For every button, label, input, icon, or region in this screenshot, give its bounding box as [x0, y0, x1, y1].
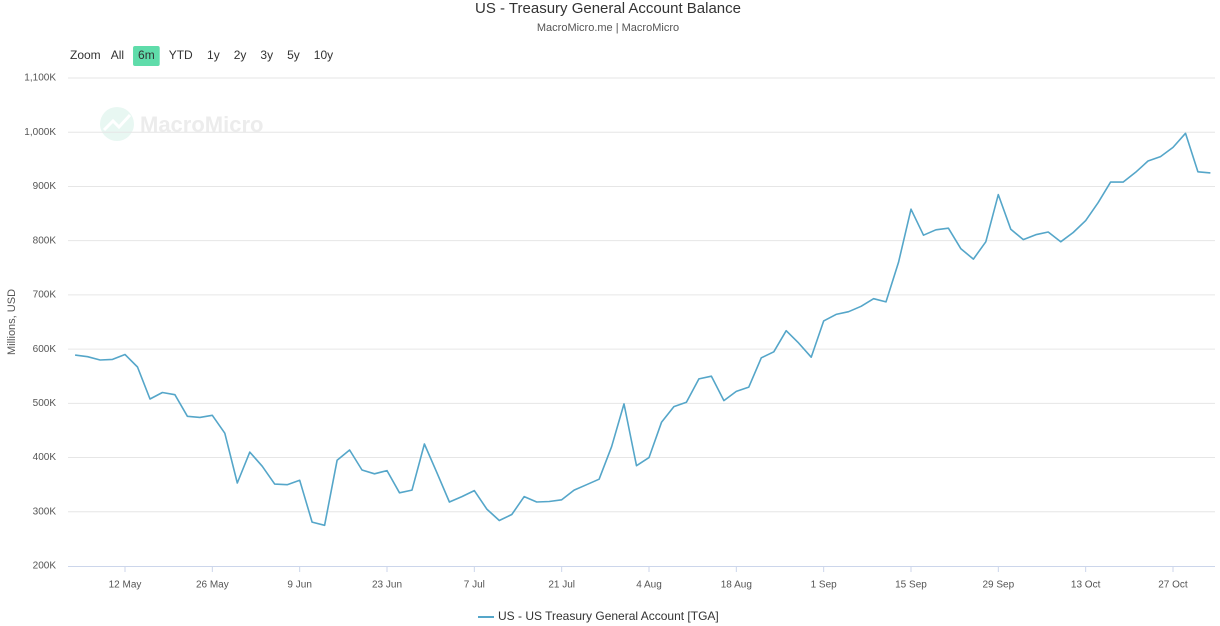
- x-tick-label: 9 Jun: [287, 580, 311, 591]
- y-axis-title: Millions, USD: [6, 289, 18, 355]
- y-tick-label: 700K: [33, 290, 57, 301]
- y-tick-label: 800K: [33, 235, 57, 246]
- x-tick-label: 4 Aug: [636, 580, 662, 591]
- x-tick-label: 18 Aug: [721, 580, 752, 591]
- range-button[interactable]: 6m: [138, 48, 155, 62]
- x-tick-label: 29 Sep: [982, 580, 1014, 591]
- range-button[interactable]: 2y: [234, 48, 247, 62]
- range-button[interactable]: 10y: [314, 48, 333, 62]
- watermark: MacroMicro: [140, 112, 263, 137]
- x-tick-label: 7 Jul: [464, 580, 485, 591]
- y-tick-label: 1,100K: [24, 73, 56, 84]
- x-tick-label: 12 May: [109, 580, 142, 591]
- watermark-logo: [100, 107, 134, 141]
- chart-subtitle: MacroMicro.me | MacroMicro: [537, 22, 679, 34]
- y-tick-label: 300K: [33, 506, 57, 517]
- x-tick-label: 27 Oct: [1158, 580, 1188, 591]
- range-button[interactable]: 1y: [207, 48, 220, 62]
- x-tick-label: 23 Jun: [372, 580, 402, 591]
- series-line: [74, 132, 1211, 527]
- range-button[interactable]: YTD: [169, 48, 193, 62]
- range-button[interactable]: 3y: [260, 48, 273, 62]
- y-tick-label: 900K: [33, 181, 57, 192]
- y-tick-label: 1,000K: [24, 127, 56, 138]
- legend-label[interactable]: US - US Treasury General Account [TGA]: [498, 609, 719, 623]
- range-button[interactable]: All: [111, 48, 124, 62]
- x-tick-label: 13 Oct: [1071, 580, 1101, 591]
- x-tick-label: 1 Sep: [811, 580, 838, 591]
- range-button-bg[interactable]: [133, 46, 160, 66]
- y-tick-label: 600K: [33, 344, 57, 355]
- range-button[interactable]: 5y: [287, 48, 300, 62]
- zoom-label: Zoom: [70, 48, 101, 62]
- x-tick-label: 26 May: [196, 580, 229, 591]
- x-tick-label: 21 Jul: [548, 580, 575, 591]
- y-tick-label: 500K: [33, 398, 57, 409]
- x-tick-label: 15 Sep: [895, 580, 927, 591]
- y-tick-label: 200K: [33, 561, 57, 572]
- y-tick-label: 400K: [33, 452, 57, 463]
- chart-title: US - Treasury General Account Balance: [475, 0, 741, 17]
